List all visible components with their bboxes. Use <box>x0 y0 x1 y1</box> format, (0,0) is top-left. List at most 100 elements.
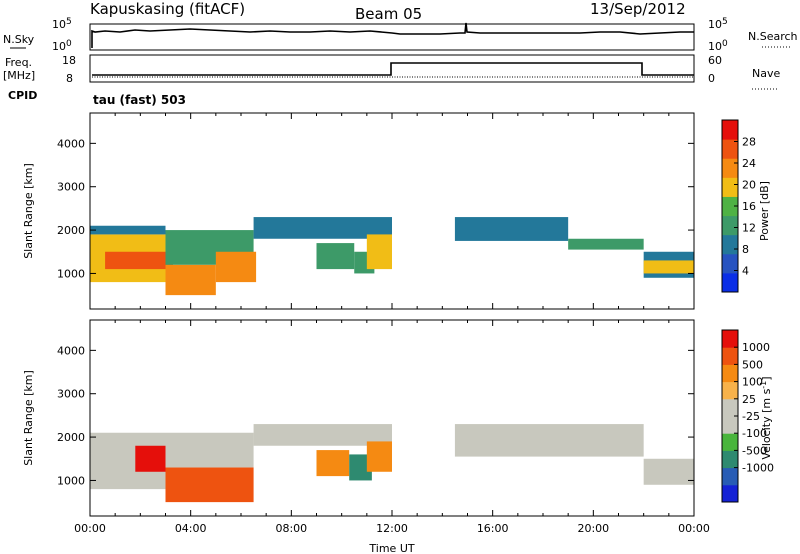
echo-region-3 <box>165 264 216 296</box>
nave-tick-bottom: 0 <box>708 72 715 85</box>
colorbar-label-2: 100 <box>742 376 763 389</box>
colorbar-swatch-3 <box>722 215 738 236</box>
y-tick-label-2: 3000 <box>57 181 85 194</box>
colorbar-swatch-3 <box>722 433 738 451</box>
noise-left-tick-bottom: 100 <box>52 39 72 53</box>
colorbar-label-3: 16 <box>742 200 756 213</box>
velocity-echo-layer <box>90 424 694 503</box>
echo-region-10 <box>454 217 569 241</box>
colorbar-label-3: 25 <box>742 393 756 406</box>
beam-title: Beam 05 <box>355 5 422 23</box>
echo-region-6 <box>253 217 392 239</box>
colorbar-swatch-5 <box>722 398 738 417</box>
colorbar-swatch-1 <box>722 467 738 486</box>
colorbar-label-2: 20 <box>742 179 756 192</box>
colorbar-label-6: -500 <box>742 444 767 457</box>
x-tick-label-1: 04:00 <box>175 522 207 535</box>
x-tick-label-4: 16:00 <box>477 522 509 535</box>
power-colorbar: 28 24 20 16 12 8 4 <box>721 119 756 293</box>
noise-left-tick-top: 105 <box>52 17 72 31</box>
echo-region-5 <box>215 251 257 283</box>
y-tick-label-0: 1000 <box>57 474 85 487</box>
echo-region-7 <box>366 441 392 472</box>
power-y-axis: 1000 2000 3000 4000 <box>57 137 694 280</box>
freq-unit-label: [MHz] <box>3 69 35 82</box>
colorbar-label-1: 500 <box>742 358 763 371</box>
colorbar-label-0: 1000 <box>742 341 770 354</box>
velocity-panel: 1000 2000 3000 4000 00:00 04:00 08:00 12:00 16:… <box>22 319 774 554</box>
colorbar-label-1: 24 <box>742 157 756 170</box>
colorbar-swatch-0 <box>722 484 738 503</box>
noise-sky-trace <box>91 22 694 48</box>
colorbar-swatch-6 <box>722 158 738 178</box>
nave-label: Nave <box>752 67 780 80</box>
echo-region-8 <box>454 424 644 457</box>
cpid-label: CPID <box>8 89 37 102</box>
freq-tick-bottom: 8 <box>66 72 73 85</box>
power-y-axis-label: Slant Range [km] <box>22 163 35 259</box>
x-tick-label-5: 20:00 <box>577 522 609 535</box>
colorbar-swatch-5 <box>722 177 738 197</box>
colorbar-swatch-1 <box>722 253 738 274</box>
x-tick-label-2: 08:00 <box>275 522 307 535</box>
colorbar-label-5: -100 <box>742 427 767 440</box>
y-tick-label-2: 3000 <box>57 388 85 401</box>
colorbar-label-7: -1000 <box>742 462 774 475</box>
echo-region-9 <box>643 458 694 485</box>
velocity-y-axis-label: Slant Range [km] <box>22 370 35 466</box>
echo-region-11 <box>568 238 644 250</box>
y-tick-label-3: 4000 <box>57 344 85 357</box>
noise-right-tick-top: 105 <box>708 17 728 31</box>
frequency-panel: Freq. [MHz] 18 8 60 0 Nave CPID tau (fas… <box>3 54 780 107</box>
echo-region-13 <box>643 260 694 274</box>
power-colorbar-label: Power [dB] <box>758 181 771 241</box>
y-tick-label-3: 4000 <box>57 137 85 150</box>
velocity-x-axis: 00:00 04:00 08:00 12:00 16:00 20:00 00:00 <box>74 320 710 535</box>
echo-region-2 <box>105 251 174 270</box>
power-x-axis <box>89 113 695 309</box>
colorbar-swatch-4 <box>722 416 738 434</box>
echo-region-6 <box>349 454 372 481</box>
time-axis-label: Time UT <box>368 542 414 554</box>
colorbar-label-4: 12 <box>742 222 756 235</box>
noise-sky-label: N.Sky <box>3 33 35 46</box>
freq-label: Freq. <box>5 56 32 69</box>
echo-region-5 <box>316 450 350 477</box>
colorbar-label-4: -25 <box>742 410 760 423</box>
colorbar-swatch-2 <box>722 234 738 255</box>
echo-region-3 <box>165 432 254 468</box>
freq-tick-top: 18 <box>62 54 76 67</box>
colorbar-label-5: 8 <box>742 243 749 256</box>
colorbar-swatch-4 <box>722 196 738 217</box>
y-tick-label-0: 1000 <box>57 267 85 280</box>
echo-region-7 <box>316 243 355 270</box>
velocity-colorbar-label: Velocity [m s-1] <box>759 376 773 459</box>
colorbar-swatch-2 <box>722 450 738 469</box>
noise-right-tick-bottom: 100 <box>708 39 728 53</box>
colorbar-swatch-6 <box>722 381 738 400</box>
colorbar-swatch-8 <box>722 347 738 365</box>
echo-region-4 <box>253 424 392 446</box>
colorbar-swatch-0 <box>722 272 738 293</box>
date-title: 13/Sep/2012 <box>590 0 686 18</box>
colorbar-label-6: 4 <box>742 265 749 278</box>
colorbar-label-0: 28 <box>742 136 756 149</box>
x-tick-label-6: 00:00 <box>678 522 710 535</box>
x-tick-label-3: 12:00 <box>376 522 408 535</box>
echo-region-9 <box>366 234 392 270</box>
echo-region-1 <box>90 225 166 235</box>
velocity-colorbar: 1000 500 100 25 -25 -100 -500 -1000 <box>721 329 774 503</box>
nave-tick-top: 60 <box>708 54 722 67</box>
mode-label: tau (fast) 503 <box>93 93 186 107</box>
frequency-trace <box>92 62 694 76</box>
noise-panel: N.Sky 105 100 105 100 N.Search <box>3 17 798 53</box>
velocity-y-axis: 1000 2000 3000 4000 <box>57 344 694 487</box>
y-tick-label-1: 2000 <box>57 224 85 237</box>
colorbar-swatch-9 <box>722 330 738 348</box>
echo-region-2 <box>165 467 254 503</box>
noise-search-label: N.Search <box>748 30 798 43</box>
power-panel: 1000 2000 3000 4000 Slant Range [km] 28 24 20… <box>22 112 771 310</box>
x-tick-label-0: 00:00 <box>74 522 106 535</box>
y-tick-label-1: 2000 <box>57 431 85 444</box>
